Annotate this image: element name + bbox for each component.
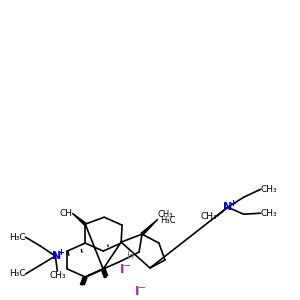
Text: I: I bbox=[135, 285, 139, 298]
Text: H: H bbox=[128, 251, 135, 261]
Text: N: N bbox=[223, 202, 232, 212]
Text: H₃C: H₃C bbox=[9, 232, 26, 242]
Text: CH₃: CH₃ bbox=[200, 212, 217, 221]
Polygon shape bbox=[72, 213, 86, 225]
Text: H₃C: H₃C bbox=[9, 269, 26, 278]
Text: CH₃: CH₃ bbox=[49, 271, 66, 280]
Text: H₃C: H₃C bbox=[160, 216, 176, 225]
Text: CH₃: CH₃ bbox=[158, 210, 173, 219]
Text: CH₃: CH₃ bbox=[261, 185, 277, 194]
Text: CH₃: CH₃ bbox=[261, 209, 277, 218]
Text: I: I bbox=[120, 263, 124, 277]
Text: +: + bbox=[229, 199, 236, 208]
Text: −: − bbox=[123, 261, 131, 271]
Text: CH: CH bbox=[59, 209, 72, 218]
Text: N: N bbox=[52, 251, 61, 261]
Text: −: − bbox=[138, 283, 146, 293]
Polygon shape bbox=[141, 219, 158, 235]
Text: +: + bbox=[57, 248, 64, 256]
